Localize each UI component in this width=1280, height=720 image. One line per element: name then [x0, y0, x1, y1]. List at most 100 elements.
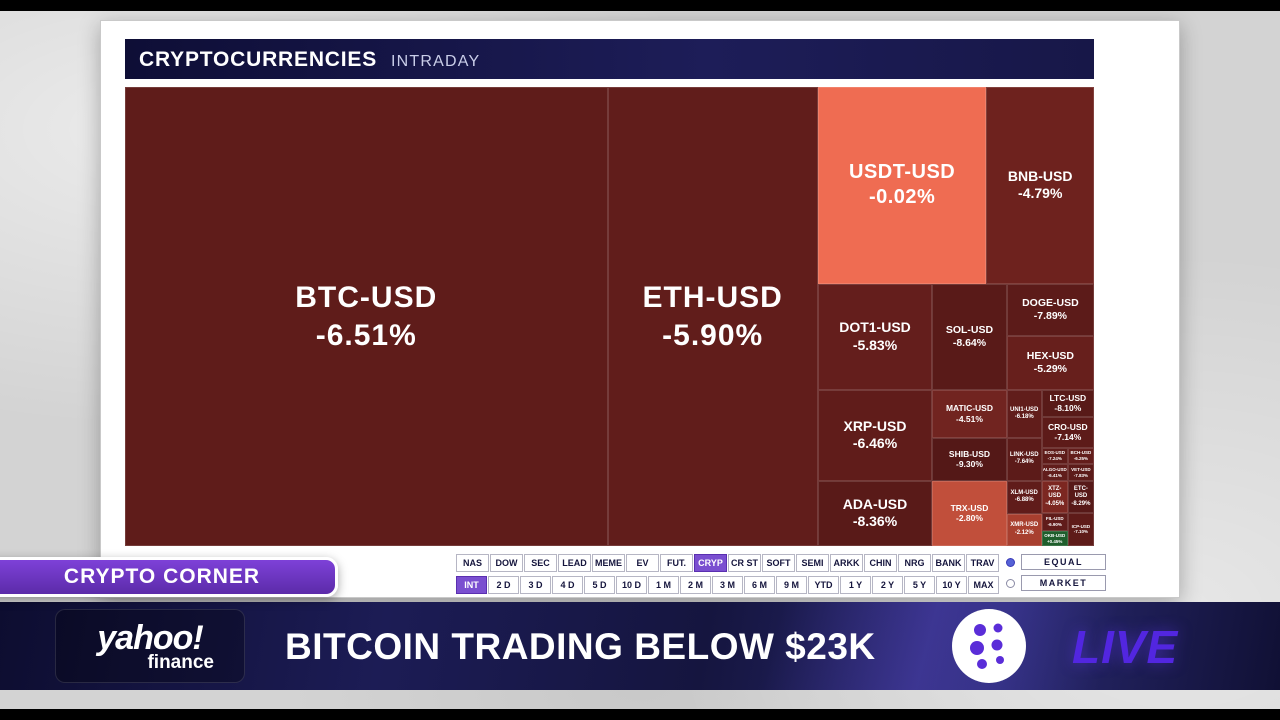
treemap-tile-btc[interactable]: BTC-USD -6.51% [125, 87, 608, 546]
period-button-3-m[interactable]: 3 M [712, 576, 743, 594]
treemap-tile-xlm[interactable]: XLM-USD -6.88% [1006, 480, 1042, 514]
tile-change: -8.29% [1071, 500, 1091, 507]
category-button-fut[interactable]: FUT. [660, 554, 693, 572]
tile-change: -5.90% [662, 318, 764, 352]
period-button-4-d[interactable]: 4 D [552, 576, 583, 594]
category-button-nrg[interactable]: NRG [898, 554, 931, 572]
category-button-bank[interactable]: BANK [932, 554, 965, 572]
treemap-tile-bnb[interactable]: BNB-USD -4.79% [986, 87, 1094, 284]
treemap-tile-uni1[interactable]: UNI1-USD -6.18% [1006, 389, 1042, 439]
period-button-2-d[interactable]: 2 D [488, 576, 519, 594]
period-button-9-m[interactable]: 9 M [776, 576, 807, 594]
equal-button[interactable]: EQUAL [1021, 554, 1106, 570]
category-button-nas[interactable]: NAS [456, 554, 489, 572]
treemap-tile-ada[interactable]: ADA-USD -8.36% [817, 480, 933, 546]
tile-symbol: CRO-USD [1047, 421, 1088, 432]
category-button-soft[interactable]: SOFT [762, 554, 795, 572]
weighting-controls: EQUAL MARKET [1006, 554, 1106, 596]
tile-symbol: BNB-USD [1007, 167, 1073, 184]
category-button-trav[interactable]: TRAV [966, 554, 999, 572]
market-radio[interactable] [1006, 578, 1015, 588]
treemap-tile-ltc[interactable]: LTC-USD -8.10% [1041, 389, 1094, 417]
treemap-tile-xtz[interactable]: XTZ-USD -4.05% [1041, 480, 1068, 513]
period-button-1-y[interactable]: 1 Y [840, 576, 871, 594]
treemap-tile-matic[interactable]: MATIC-USD -4.51% [932, 389, 1007, 439]
treemap-tile-dot1[interactable]: DOT1-USD -5.83% [817, 283, 933, 390]
finance-wordmark: finance [147, 651, 214, 673]
tile-symbol: ETC-USD [1073, 485, 1088, 500]
category-button-dow[interactable]: DOW [490, 554, 523, 572]
treemap-tile-vet[interactable]: VET-USD -7.83% [1067, 464, 1094, 481]
category-button-arkk[interactable]: ARKK [830, 554, 863, 572]
tile-symbol: MATIC-USD [945, 403, 993, 414]
treemap-tile-eth[interactable]: ETH-USD -5.90% [607, 87, 818, 546]
tile-symbol: ADA-USD [842, 495, 908, 512]
treemap-tile-icp[interactable]: ICP-USD -7.10% [1067, 512, 1094, 546]
treemap-tile-usdt[interactable]: USDT-USD -0.02% [817, 87, 987, 284]
category-row: NAS DOW SEC LEAD MEME EV FUT. CRYP CR ST SOFT SEMI… [456, 554, 1000, 572]
period-button-10-y[interactable]: 10 Y [936, 576, 967, 594]
category-button-cr-st[interactable]: CR ST [728, 554, 761, 572]
category-button-sec[interactable]: SEC [524, 554, 557, 572]
treemap-tile-link[interactable]: LINK-USD -7.64% [1006, 438, 1042, 481]
treemap-tile-hex[interactable]: HEX-USD -5.29% [1006, 335, 1094, 390]
period-button-int[interactable]: INT [456, 576, 487, 594]
tile-symbol: ALGO-USD [1042, 466, 1067, 472]
category-button-cryp[interactable]: CRYP [694, 554, 727, 572]
period-button-6-m[interactable]: 6 M [744, 576, 775, 594]
treemap-tile-eos[interactable]: EOS-USD -7.24% [1041, 447, 1068, 465]
treemap-tile-xmr[interactable]: XMR-USD -2.12% [1006, 513, 1042, 546]
tile-symbol: BCH-USD [1070, 450, 1092, 456]
tile-change: -8.36% [852, 513, 898, 530]
treemap-tile-bch[interactable]: BCH-USD -6.25% [1067, 447, 1094, 465]
tile-change: -9.30% [956, 459, 983, 470]
treemap: BTC-USD -6.51% ETH-USD -5.90% USDT-USD -0.02%… [125, 87, 1094, 546]
treemap-tile-algo[interactable]: ALGO-USD -6.41% [1041, 464, 1068, 481]
tile-symbol: DOGE-USD [1022, 296, 1079, 309]
tile-change: -7.24% [1047, 456, 1062, 462]
tile-change: -5.29% [1033, 362, 1068, 375]
equal-radio[interactable] [1006, 557, 1015, 567]
treemap-tile-sol[interactable]: SOL-USD -8.64% [932, 283, 1007, 390]
chyron-text: CRYPTO CORNER [63, 565, 261, 588]
tile-change: -4.79% [1018, 185, 1063, 202]
category-button-ev[interactable]: EV [626, 554, 659, 572]
period-button-2-m[interactable]: 2 M [680, 576, 711, 594]
tile-symbol: SHIB-USD [948, 448, 991, 459]
treemap-tile-doge[interactable]: DOGE-USD -7.89% [1006, 283, 1094, 336]
period-button-max[interactable]: MAX [968, 576, 999, 594]
heatmap-window: CRYPTOCURRENCIES INTRADAY BTC-USD -6.51% E… [100, 20, 1180, 598]
period-button-1-m[interactable]: 1 M [648, 576, 679, 594]
treemap-tile-trx[interactable]: TRX-USD -2.80% [932, 480, 1007, 546]
tile-change: -6.41% [1047, 472, 1062, 478]
period-button-10-d[interactable]: 10 D [616, 576, 647, 594]
treemap-tile-cro[interactable]: CRO-USD -7.14% [1041, 416, 1094, 448]
tile-symbol: USDT-USD [849, 161, 956, 184]
treemap-tile-fil[interactable]: FIL-USD -6.90% [1041, 512, 1068, 532]
treemap-tile-okb[interactable]: OKB-USD +0.45% [1041, 531, 1068, 546]
headline: BITCOIN TRADING BELOW $23K [285, 626, 876, 667]
tile-change: -6.18% [1014, 414, 1034, 421]
treemap-tile-shib[interactable]: SHIB-USD -9.30% [932, 438, 1007, 481]
period-button-5-y[interactable]: 5 Y [904, 576, 935, 594]
tile-change: -7.10% [1073, 529, 1089, 535]
tile-change: -6.46% [852, 435, 898, 452]
category-button-semi[interactable]: SEMI [796, 554, 829, 572]
treemap-tile-etc[interactable]: ETC-USD -8.29% [1067, 480, 1094, 513]
category-button-chin[interactable]: CHIN [864, 554, 897, 572]
period-button-ytd[interactable]: YTD [808, 576, 839, 594]
market-button[interactable]: MARKET [1021, 575, 1106, 591]
treemap-tile-xrp[interactable]: XRP-USD -6.46% [817, 389, 933, 481]
tile-symbol: XRP-USD [843, 417, 907, 434]
tile-symbol: FIL-USD [1045, 516, 1064, 522]
category-button-lead[interactable]: LEAD [558, 554, 591, 572]
period-button-3-d[interactable]: 3 D [520, 576, 551, 594]
tile-symbol: UNI1-USD [1010, 406, 1039, 413]
tile-change: -7.83% [1073, 472, 1089, 478]
period-button-5-d[interactable]: 5 D [584, 576, 615, 594]
heatmap-header: CRYPTOCURRENCIES INTRADAY [125, 39, 1094, 79]
period-button-2-y[interactable]: 2 Y [872, 576, 903, 594]
heatmap-subtitle: INTRADAY [391, 53, 481, 70]
weighting-row-market: MARKET [1006, 575, 1106, 591]
category-button-meme[interactable]: MEME [592, 554, 625, 572]
